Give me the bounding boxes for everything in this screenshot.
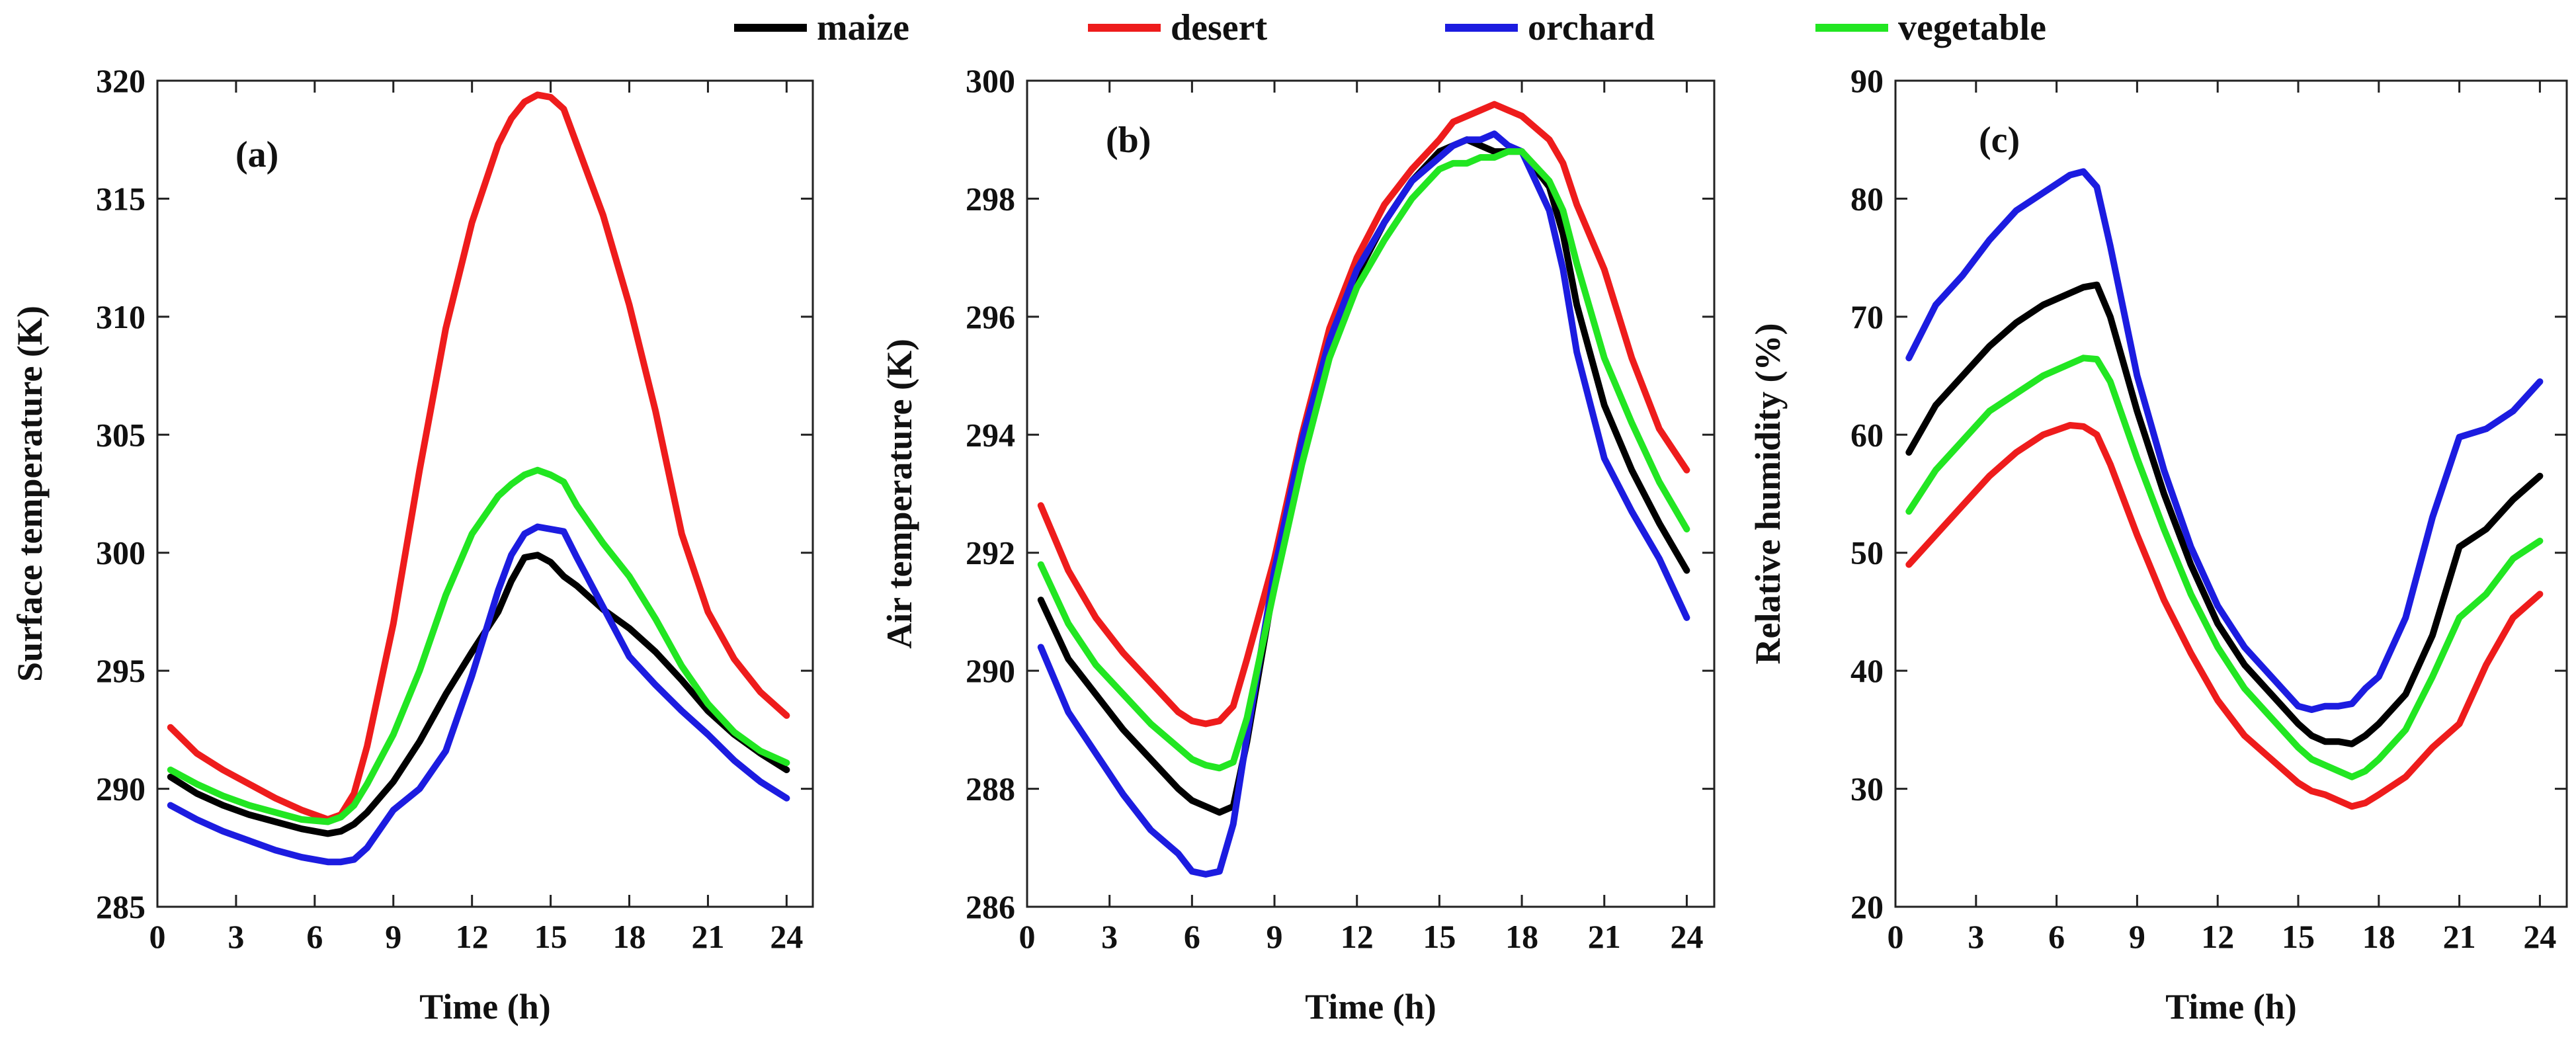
x-tick-label-b-3: 3 <box>1101 918 1118 955</box>
y-tick-label-a-305: 305 <box>96 416 145 453</box>
y-tick-label-c-50: 50 <box>1850 534 1884 571</box>
panel-tag-b: (b) <box>1106 120 1151 161</box>
y-tick-label-c-40: 40 <box>1850 652 1884 689</box>
axes-frame-b <box>1026 79 1716 908</box>
axes-frame-c <box>1894 79 2568 908</box>
panel-tag-a: (a) <box>235 134 278 175</box>
series-line-maize-c <box>1905 281 2544 747</box>
panel-tag-c: (c) <box>1979 120 2020 161</box>
x-axis-title-a: Time (h) <box>419 987 551 1026</box>
y-tick-label-a-315: 315 <box>96 180 145 217</box>
x-tick-label-c-24: 24 <box>2523 918 2556 955</box>
series-line-maize-a <box>167 552 790 837</box>
y-tick-label-c-90: 90 <box>1850 62 1884 99</box>
series-line-orchard-b <box>1037 130 1690 878</box>
y-tick-label-b-296: 296 <box>966 298 1015 335</box>
x-tick-label-a-3: 3 <box>228 918 244 955</box>
x-tick-label-c-18: 18 <box>2362 918 2395 955</box>
axes-frame-a <box>156 79 814 908</box>
x-tick-label-b-6: 6 <box>1184 918 1200 955</box>
x-tick-label-b-18: 18 <box>1505 918 1538 955</box>
x-tick-label-a-0: 0 <box>149 918 166 955</box>
y-axis-title-c: Relative humidity (%) <box>1748 323 1788 665</box>
x-tick-label-b-21: 21 <box>1588 918 1621 955</box>
y-tick-label-b-292: 292 <box>966 534 1015 571</box>
y-tick-label-c-60: 60 <box>1850 416 1884 453</box>
y-tick-label-a-295: 295 <box>96 652 145 689</box>
x-tick-label-b-12: 12 <box>1341 918 1374 955</box>
x-tick-label-b-15: 15 <box>1423 918 1456 955</box>
y-tick-label-b-288: 288 <box>966 771 1015 808</box>
legend-entry-maize: maize <box>734 7 909 48</box>
series-group-a <box>167 91 790 866</box>
y-axis-title-a: Surface temperature (K) <box>10 306 50 682</box>
series-line-desert-c <box>1905 422 2544 810</box>
x-tick-label-a-24: 24 <box>770 918 803 955</box>
x-tick-label-b-9: 9 <box>1267 918 1283 955</box>
legend-entry-orchard: orchard <box>1445 7 1655 48</box>
panels: 0 3 6 9 12 15 18 21 24285290295300305310315320Ti… <box>10 62 2568 1026</box>
legend: maize desert orchard vegetable <box>734 7 2046 48</box>
x-axis-title-b: Time (h) <box>1305 987 1436 1026</box>
series-group-c <box>1905 168 2544 810</box>
y-tick-label-b-286: 286 <box>966 888 1015 925</box>
y-tick-label-b-298: 298 <box>966 180 1015 217</box>
panel-b: 0 3 6 9 12 15 18 21 24 286 288 290 292 294 296 298 300 Ti… <box>880 62 1716 1026</box>
legend-label-desert: desert <box>1171 7 1268 48</box>
series-line-orchard-a <box>167 523 790 866</box>
series-line-desert-b <box>1037 101 1690 728</box>
y-tick-label-a-310: 310 <box>96 298 145 335</box>
x-tick-label-a-9: 9 <box>385 918 401 955</box>
y-tick-label-a-285: 285 <box>96 888 145 925</box>
x-tick-label-c-0: 0 <box>1888 918 1904 955</box>
y-axis-title-b: Air temperature (K) <box>880 339 919 649</box>
series-group-b <box>1037 101 1690 878</box>
x-tick-label-b-0: 0 <box>1019 918 1036 955</box>
series-line-orchard-c <box>1905 168 2544 713</box>
y-tick-label-a-320: 320 <box>96 62 145 99</box>
x-tick-label-c-9: 9 <box>2129 918 2145 955</box>
y-tick-label-b-300: 300 <box>966 62 1015 99</box>
x-tick-label-c-15: 15 <box>2282 918 2315 955</box>
x-tick-label-a-6: 6 <box>306 918 323 955</box>
x-tick-label-c-6: 6 <box>2048 918 2065 955</box>
x-tick-label-b-24: 24 <box>1670 918 1703 955</box>
legend-label-orchard: orchard <box>1528 7 1655 48</box>
panel-c: 0 3 6 9 12 15 18 21 24 20 30 40 50 60 70 80 90 Time (h) Re… <box>1748 62 2568 1026</box>
y-tick-label-b-290: 290 <box>966 652 1015 689</box>
series-line-vegetable-b <box>1037 148 1690 772</box>
legend-label-maize: maize <box>817 7 909 48</box>
y-tick-label-c-70: 70 <box>1850 298 1884 335</box>
x-tick-label-c-21: 21 <box>2443 918 2476 955</box>
x-axis-title-c: Time (h) <box>2165 987 2297 1026</box>
y-tick-label-c-20: 20 <box>1850 888 1884 925</box>
x-tick-label-a-21: 21 <box>691 918 724 955</box>
x-tick-label-c-3: 3 <box>1968 918 1984 955</box>
y-tick-label-c-80: 80 <box>1850 180 1884 217</box>
legend-entry-vegetable: vegetable <box>1815 7 2046 48</box>
series-line-vegetable-a <box>167 466 790 825</box>
y-tick-label-c-30: 30 <box>1850 771 1884 808</box>
x-tick-label-c-12: 12 <box>2201 918 2234 955</box>
y-tick-label-b-294: 294 <box>966 416 1015 453</box>
x-tick-label-a-18: 18 <box>613 918 646 955</box>
legend-label-vegetable: vegetable <box>1898 7 2046 48</box>
y-tick-label-a-290: 290 <box>96 771 145 808</box>
series-line-vegetable-c <box>1905 355 2544 780</box>
series-line-desert-a <box>167 91 790 823</box>
legend-entry-desert: desert <box>1088 7 1268 48</box>
x-tick-label-a-12: 12 <box>456 918 489 955</box>
x-tick-label-a-15: 15 <box>534 918 567 955</box>
panel-a: 0 3 6 9 12 15 18 21 24 285 290 295 300 305 310 315 320 Ti… <box>10 62 814 1026</box>
y-tick-label-a-300: 300 <box>96 534 145 571</box>
